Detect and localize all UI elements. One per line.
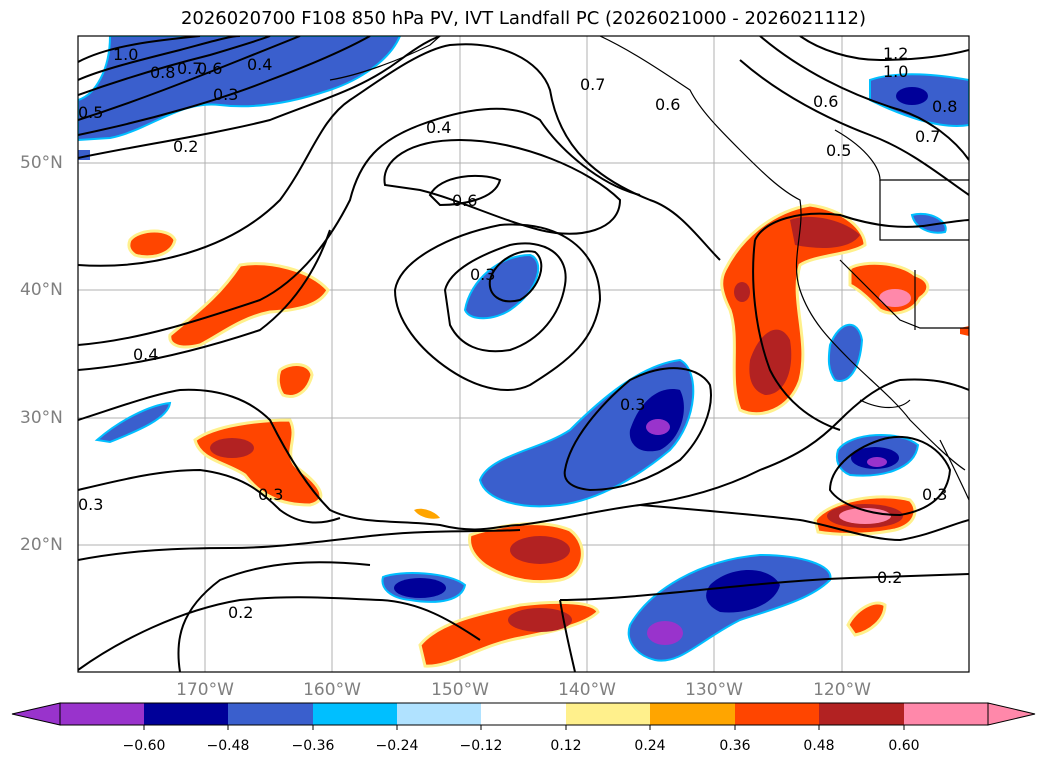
lon-label-120w: 120°W [813,680,871,700]
colorbar-bin [228,703,313,725]
map-frame [77,35,970,673]
contour-label: 1.2 [883,44,908,63]
colorbar-tick-label: −0.24 [375,738,419,754]
colorbar-tick-label: 0.24 [634,738,666,754]
colorbar-bin [60,703,144,725]
colorbar-tick-label: 0.48 [803,738,835,754]
lon-label-150w: 150°W [431,680,489,700]
lon-label-130w: 130°W [685,680,743,700]
colorbar-tick-label: −0.60 [122,738,166,754]
contour-label: 0.4 [426,118,451,137]
colorbar-extend-max [987,702,1036,726]
positive-anomaly-shading [127,203,969,668]
colorbar-bin [481,703,566,725]
colorbar-bin [819,703,904,725]
contour-label: 0.2 [228,603,253,622]
pv-contours [78,36,969,672]
contour-label: 0.5 [826,141,851,160]
colorbar [11,702,1036,730]
contour-label: 0.3 [258,485,283,504]
contour-label: 0.6 [197,59,222,78]
contour-label: 0.4 [133,345,158,364]
map-plot-area: 1.0 0.8 0.7 0.6 0.4 0.3 0.5 0.2 0.7 0.6 … [78,36,969,672]
lat-label-20n: 20°N [20,535,63,555]
map-title: 2026020700 F108 850 hPa PV, IVT Landfall… [180,8,867,29]
colorbar-bin [904,703,988,725]
colorbar-tick-label: 0.12 [550,738,582,754]
contour-label: 0.2 [173,137,198,156]
contour-label: 0.8 [932,97,957,116]
lat-label-40n: 40°N [20,280,63,300]
colorbar-tick-label: −0.12 [459,738,503,754]
colorbar-bin [735,703,819,725]
contour-label: 0.7 [177,59,202,78]
colorbar-bin [397,703,481,725]
contour-label: 0.8 [150,63,175,82]
contour-label: 0.3 [620,395,645,414]
lat-label-50n: 50°N [20,153,63,173]
colorbar-extend-min [11,702,61,726]
contour-label: 0.7 [915,127,940,146]
colorbar-bin [313,703,397,725]
colorbar-bin [650,703,735,725]
lon-label-170w: 170°W [176,680,234,700]
colorbar-tick-label: 0.36 [719,738,751,754]
colorbar-tick-label: −0.48 [206,738,250,754]
contour-label: 0.3 [470,265,495,284]
colorbar-tick-label: 0.60 [888,738,920,754]
contour-label: 1.0 [113,45,138,64]
negative-anomaly-shading [78,36,969,662]
contour-label: 0.7 [580,75,605,94]
contour-labels: 1.0 0.8 0.7 0.6 0.4 0.3 0.5 0.2 0.7 0.6 … [78,44,957,622]
contour-label: 0.5 [78,103,103,122]
colorbar-bin [144,703,228,725]
contour-label: 0.6 [655,95,680,114]
contour-label: 0.3 [78,495,103,514]
colorbar-tick-label: −0.36 [291,738,335,754]
contour-label: 0.6 [452,191,477,210]
contour-label: 0.6 [813,92,838,111]
contour-label: 0.4 [247,55,272,74]
lon-label-140w: 140°W [558,680,616,700]
colorbar-bin [566,703,650,725]
contour-label: 0.3 [213,85,238,104]
lat-label-30n: 30°N [20,408,63,428]
contour-label: 0.2 [877,568,902,587]
contour-label: 0.3 [922,485,947,504]
contour-label: 1.0 [883,62,908,81]
lon-label-160w: 160°W [303,680,361,700]
coastlines [329,36,969,501]
